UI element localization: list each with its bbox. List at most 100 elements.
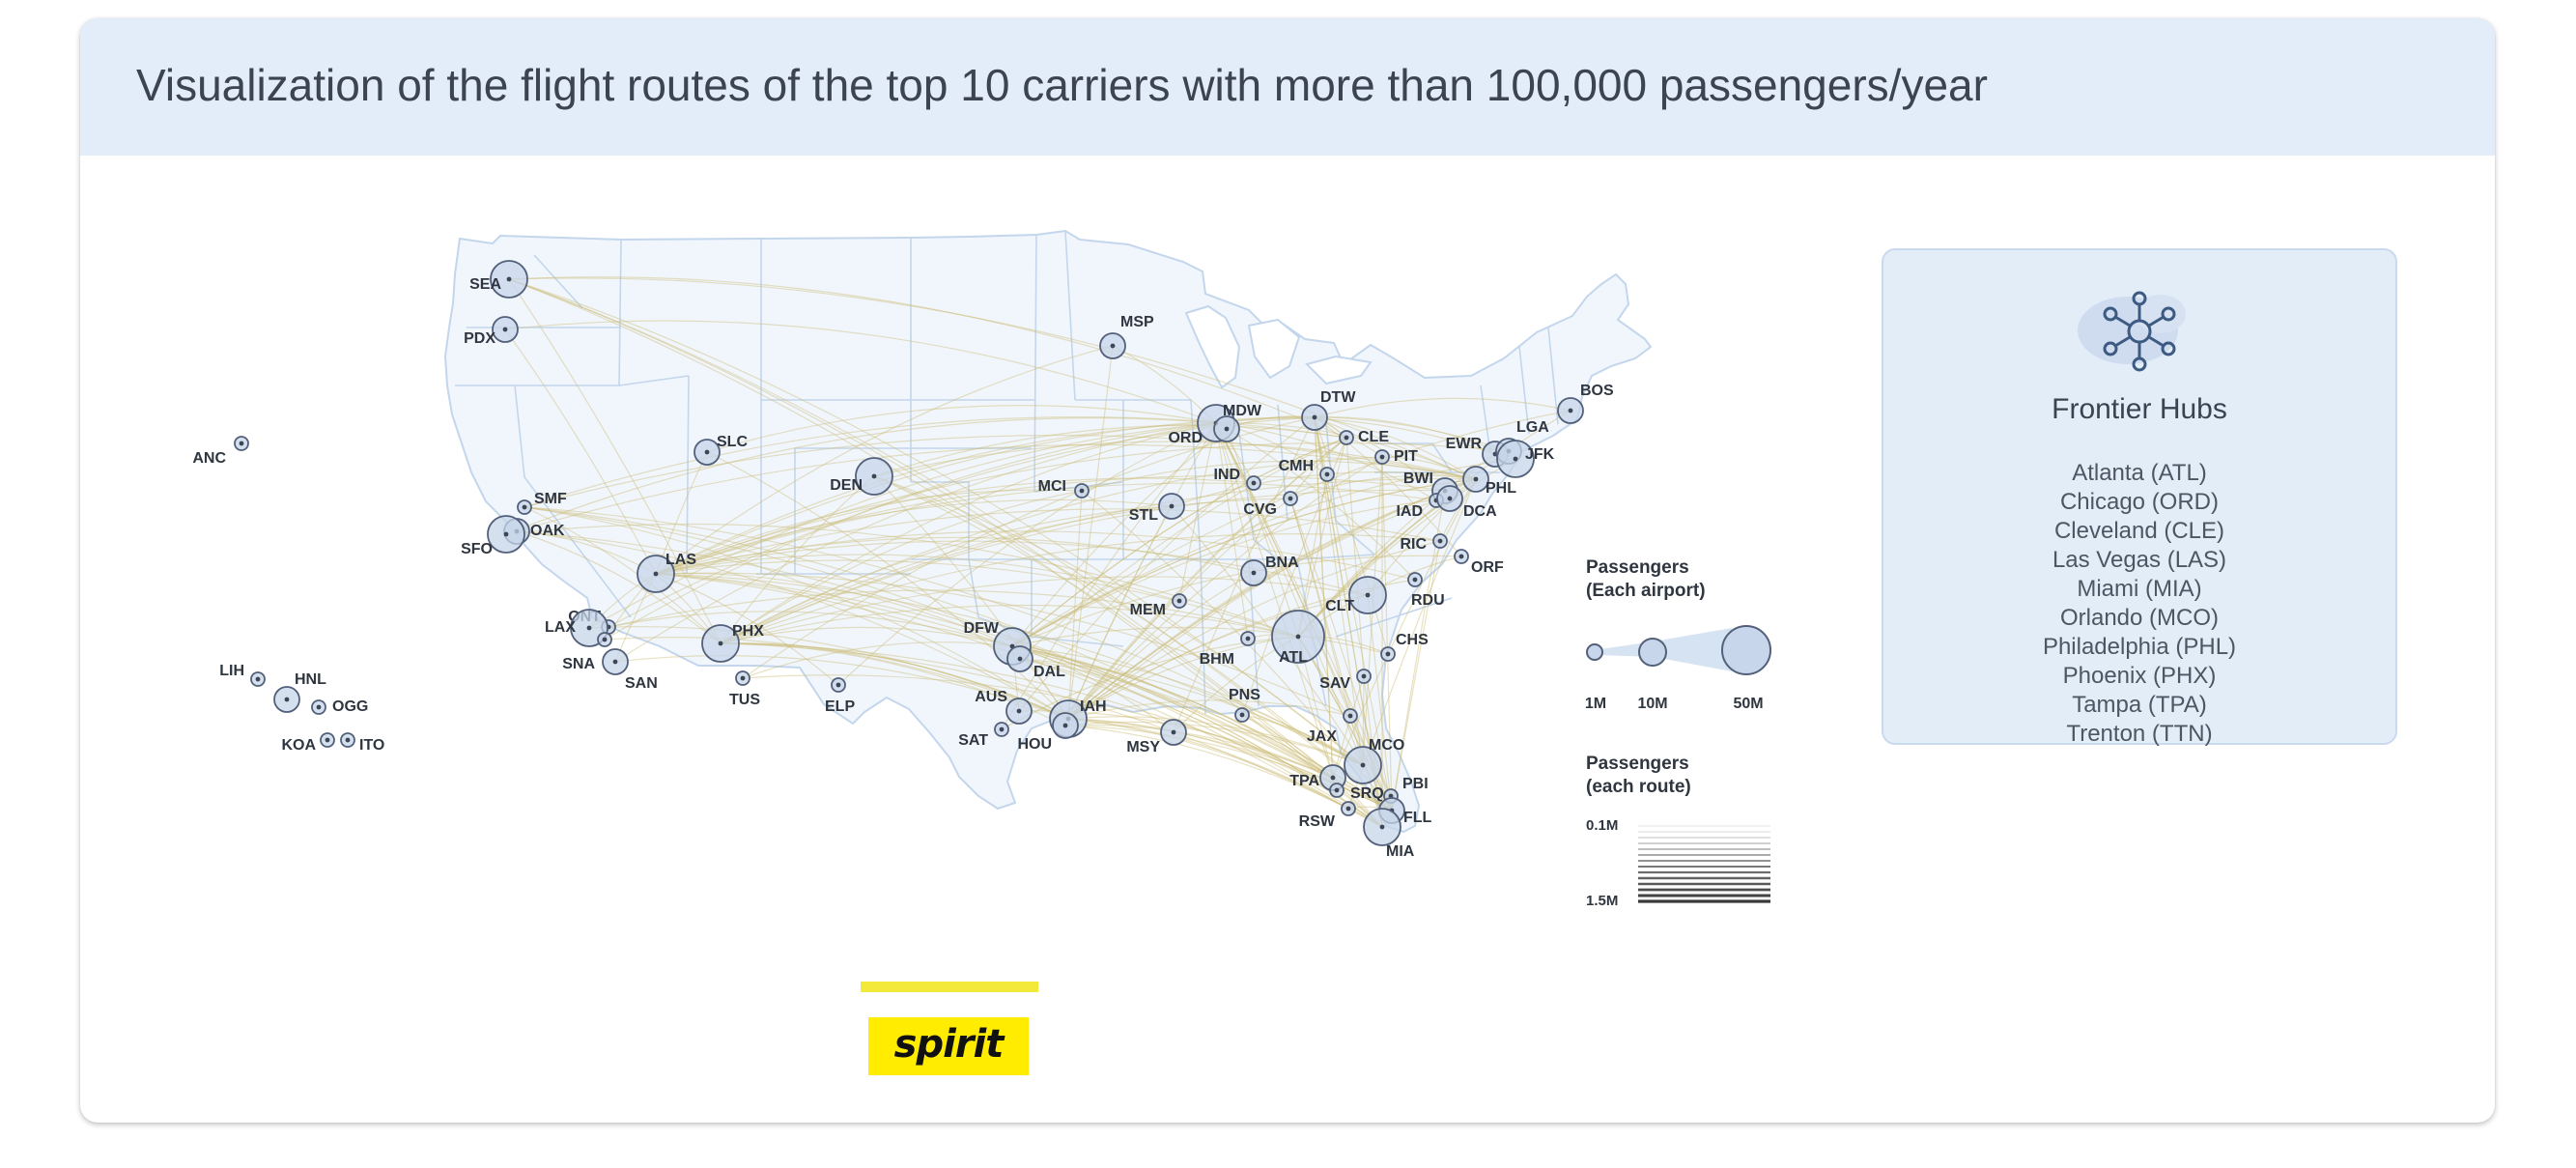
airport-stl[interactable]: STL (1129, 493, 1185, 524)
airport-label: MSP (1120, 314, 1154, 330)
airport-sfo[interactable]: SFO (461, 515, 525, 557)
airport-dot (1361, 673, 1367, 679)
airport-las[interactable]: LAS (637, 552, 696, 593)
flight-route (1067, 636, 1299, 720)
airport-label: ITO (359, 737, 384, 754)
hub-item: Orlando (MCO) (2059, 605, 2220, 631)
airport-tus[interactable]: TUS (729, 670, 760, 708)
airport-dal[interactable]: DAL (1006, 645, 1065, 680)
airport-dca[interactable]: DCA (1436, 485, 1497, 520)
airport-ind[interactable]: IND (1213, 467, 1261, 491)
airport-phx[interactable]: PHX (701, 623, 764, 663)
airport-label: AUS (975, 689, 1007, 705)
flight-route (873, 475, 1069, 720)
airport-lih[interactable]: LIH (219, 663, 266, 687)
airport-hnl[interactable]: HNL (273, 671, 326, 713)
airport-orf[interactable]: ORF (1454, 549, 1504, 576)
airport-lax[interactable]: LAX (545, 609, 609, 647)
airport-msy[interactable]: MSY (1126, 719, 1187, 755)
airport-phl[interactable]: PHL (1462, 466, 1516, 497)
airport-sav[interactable]: SAV (1319, 669, 1372, 692)
airport-label: MSY (1126, 739, 1160, 755)
state-border (618, 375, 690, 386)
carrier-accent-bar (861, 982, 1038, 992)
flight-route (1314, 416, 1334, 779)
airport-den[interactable]: DEN (830, 457, 893, 496)
airport-mia[interactable]: MIA (1363, 808, 1415, 860)
flight-route (1067, 437, 1347, 720)
airport-label: STL (1129, 507, 1158, 524)
flight-route (524, 506, 1364, 766)
flight-route (655, 554, 1180, 602)
airport-legend-label-50m: 50M (1733, 696, 1763, 712)
airport-mdw[interactable]: MDW (1213, 403, 1262, 442)
airport-koa[interactable]: KOA (281, 732, 335, 754)
airport-cmh[interactable]: CMH (1279, 458, 1335, 482)
airport-dot (1473, 476, 1479, 482)
airport-legend-circle-10m (1638, 638, 1667, 667)
airport-label: JAX (1307, 728, 1337, 745)
airport-rsw[interactable]: RSW (1299, 801, 1356, 830)
airport-ogg[interactable]: OGG (311, 698, 368, 715)
flight-route (1067, 572, 1255, 720)
airport-dot (325, 737, 330, 743)
airport-atl[interactable]: ATL (1271, 610, 1325, 666)
airport-smf[interactable]: SMF (517, 491, 567, 515)
flight-route (1289, 474, 1477, 499)
spirit-logo[interactable]: spirit (868, 1017, 1029, 1075)
airport-label: OAK (530, 523, 565, 539)
airport-dot (1324, 471, 1330, 477)
flight-route (614, 655, 1069, 720)
airport-san[interactable]: SAN (602, 648, 658, 692)
airport-msp[interactable]: MSP (1099, 314, 1154, 359)
flight-route (524, 434, 1477, 508)
airport-dot (1412, 577, 1418, 583)
flight-route (655, 573, 1334, 779)
flight-route (742, 641, 1013, 679)
airport-cle[interactable]: CLE (1339, 429, 1389, 445)
airport-rdu[interactable]: RDU (1407, 572, 1445, 609)
airport-label: DFW (964, 620, 1000, 637)
airport-slc[interactable]: SLC (694, 434, 748, 466)
route-legend-lines (1638, 825, 1770, 903)
airport-dot (522, 504, 527, 510)
airport-chs[interactable]: CHS (1380, 632, 1429, 662)
flight-route (516, 443, 1477, 532)
airport-aus[interactable]: AUS (975, 689, 1033, 725)
flight-route (1064, 725, 1383, 828)
airport-mco[interactable]: MCO (1344, 737, 1404, 784)
airport-clt[interactable]: CLT (1325, 576, 1387, 614)
airport-sea[interactable]: SEA (469, 260, 528, 299)
airport-pns[interactable]: PNS (1229, 687, 1260, 723)
airport-pdx[interactable]: PDX (464, 316, 519, 347)
page-title: Visualization of the flight routes of th… (136, 60, 1988, 110)
airport-dtw[interactable]: DTW (1301, 389, 1356, 431)
airport-dot (1345, 806, 1351, 812)
airport-pit[interactable]: PIT (1374, 448, 1418, 465)
airport-sna[interactable]: SNA (562, 632, 612, 672)
airport-label: MCI (1038, 478, 1066, 495)
flight-route (508, 278, 1364, 766)
airport-mem[interactable]: MEM (1130, 593, 1187, 618)
airport-elp[interactable]: ELP (825, 677, 855, 715)
airport-ito[interactable]: ITO (340, 732, 384, 754)
airport-bos[interactable]: BOS (1557, 383, 1614, 424)
flight-route (504, 328, 657, 575)
airport-label: LAX (545, 619, 576, 636)
airport-label: TPA (1289, 773, 1319, 789)
airport-label: ORD (1168, 430, 1203, 446)
airport-mci[interactable]: MCI (1038, 478, 1090, 499)
airport-srq[interactable]: SRQ (1329, 783, 1384, 802)
flight-route (1011, 437, 1347, 647)
airport-hou[interactable]: HOU (1017, 712, 1079, 753)
airport-ric[interactable]: RIC (1400, 533, 1448, 553)
airport-cvg[interactable]: CVG (1243, 491, 1298, 518)
airport-dot (1365, 592, 1371, 598)
airport-jax[interactable]: JAX (1307, 708, 1358, 745)
airport-bna[interactable]: BNA (1240, 555, 1299, 586)
airport-label: RIC (1400, 536, 1427, 553)
airport-anc[interactable]: ANC (192, 436, 249, 467)
airport-bhm[interactable]: BHM (1200, 631, 1256, 668)
airport-sat[interactable]: SAT (958, 722, 1009, 749)
airport-jfk[interactable]: JFK (1496, 440, 1555, 478)
